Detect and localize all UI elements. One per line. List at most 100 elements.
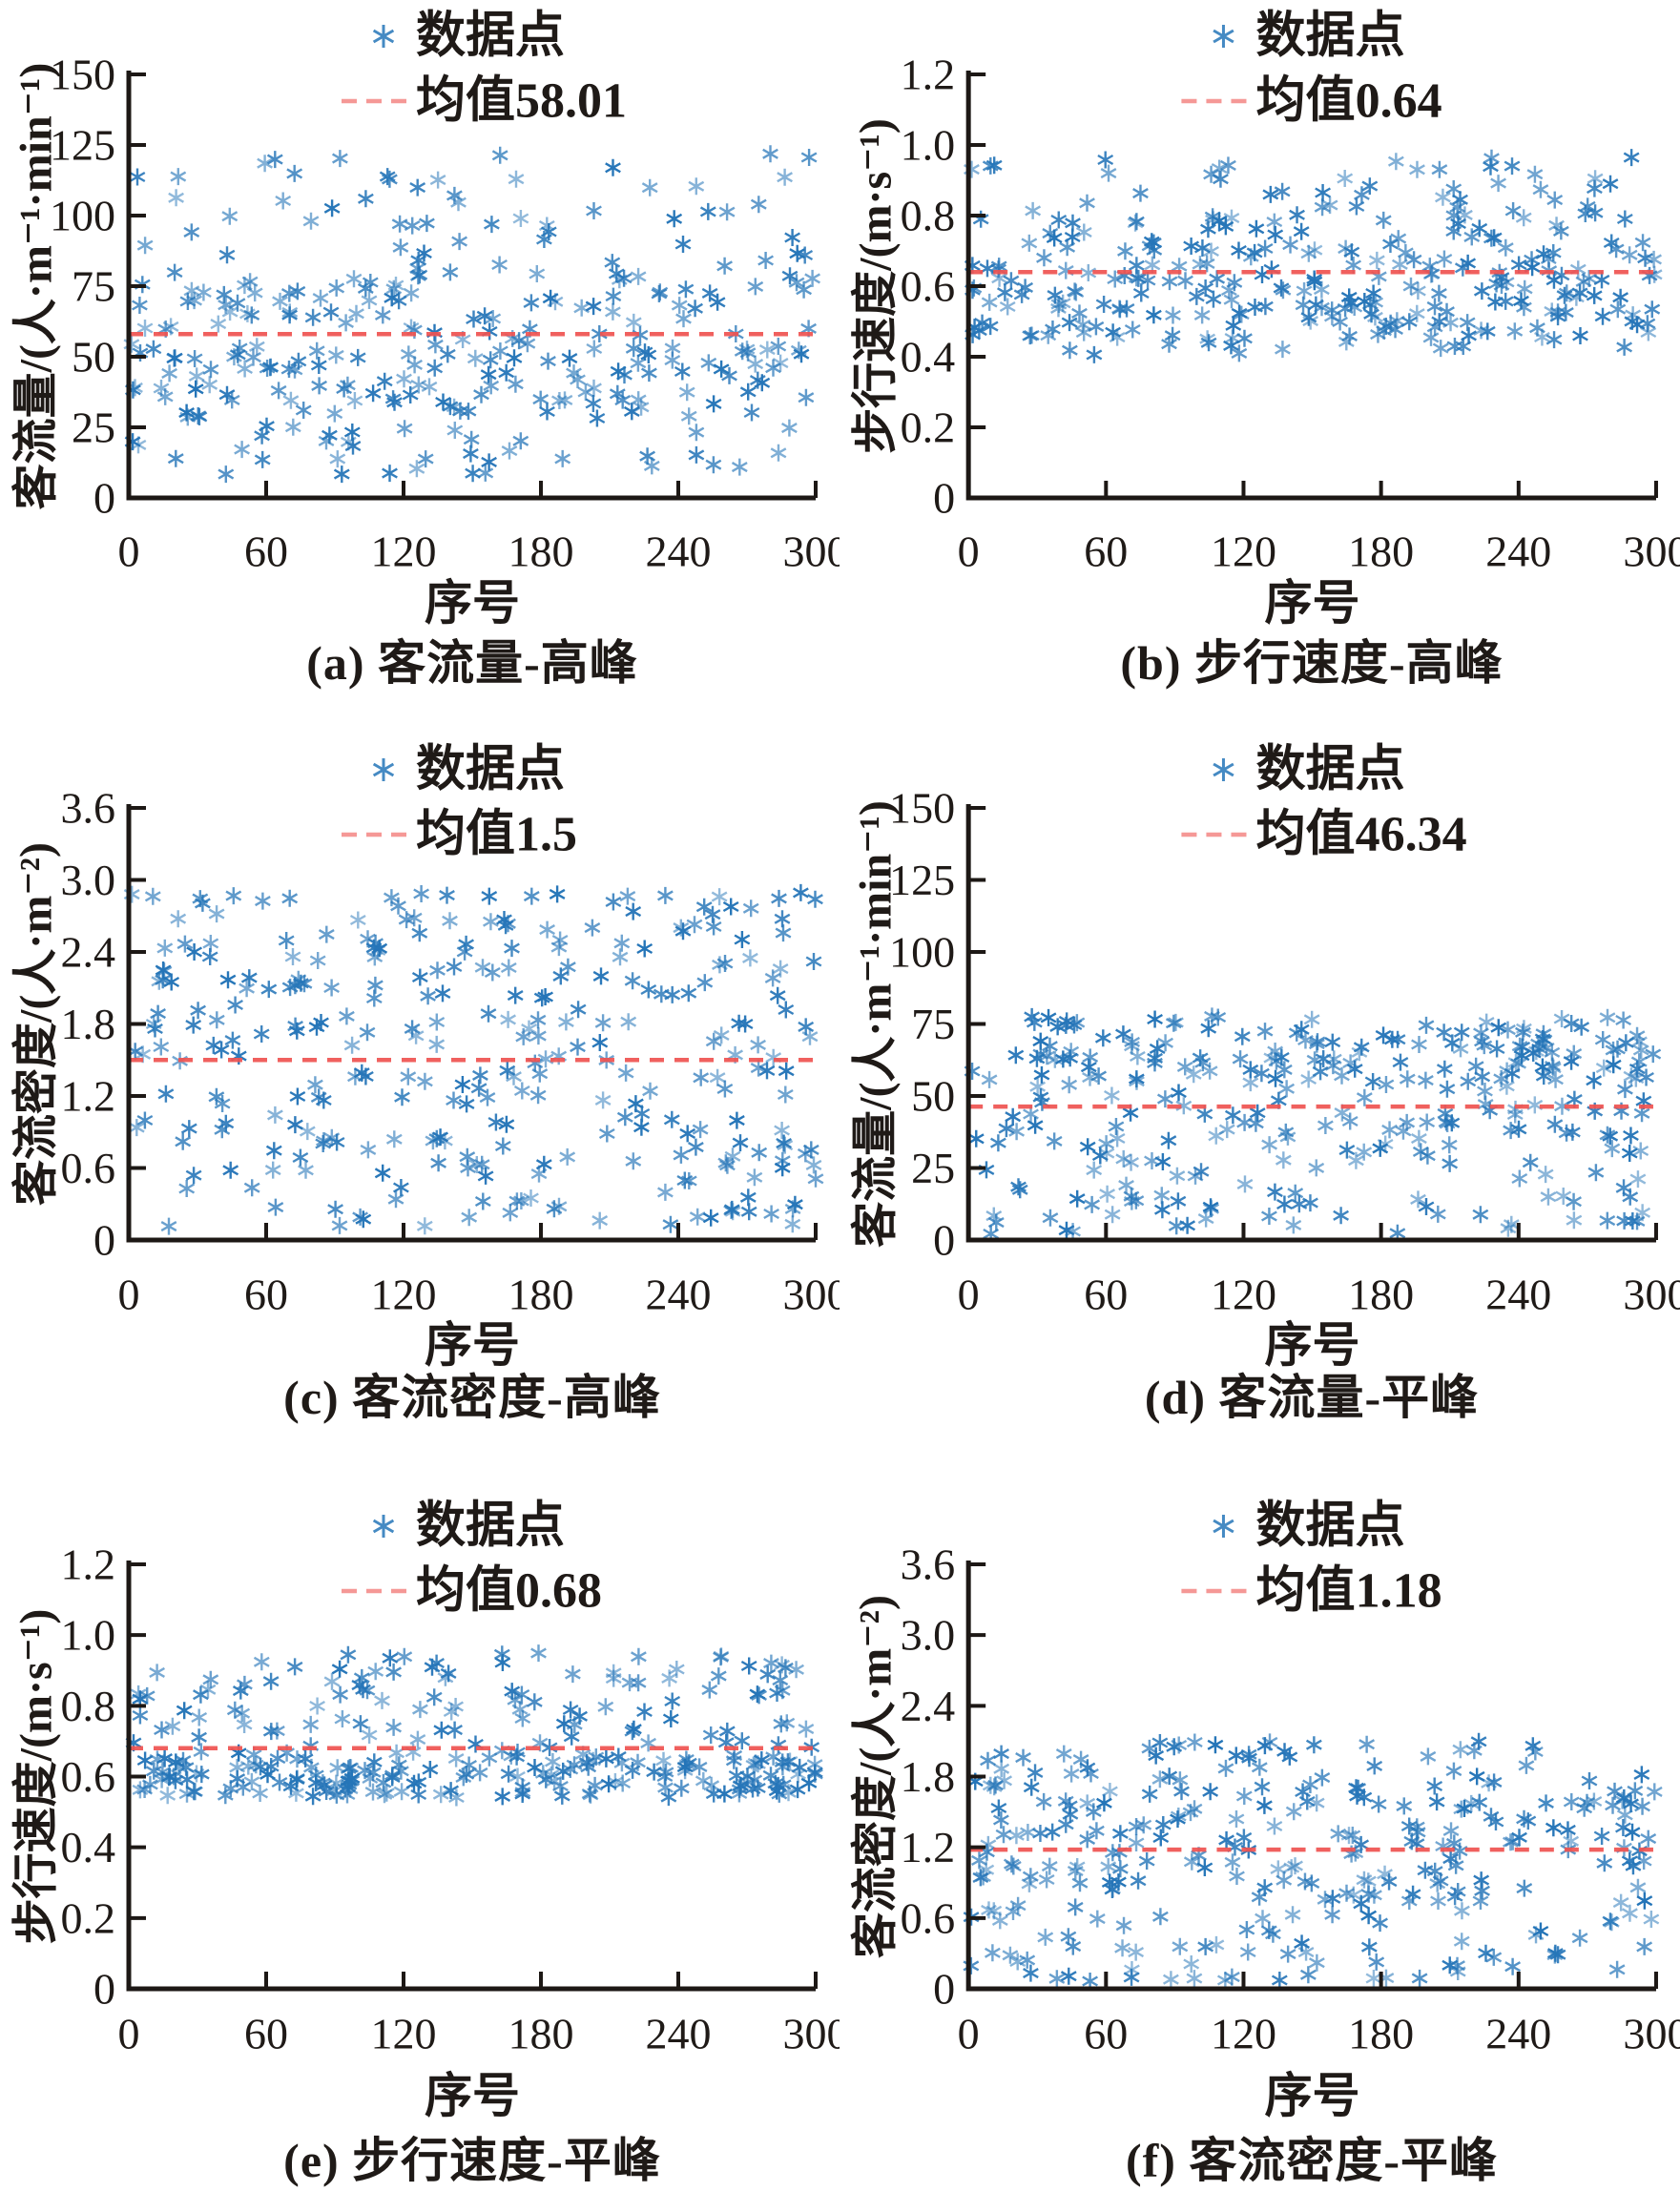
data-point-marker [1247, 299, 1263, 316]
data-point-marker [170, 910, 187, 928]
data-point-marker [731, 1014, 747, 1032]
axis-spines [965, 804, 1656, 1243]
data-point-marker [1315, 184, 1331, 201]
data-point-marker [625, 313, 642, 331]
data-point-marker [343, 1036, 361, 1054]
data-point-marker [693, 1068, 710, 1086]
data-point-marker [1527, 1926, 1545, 1944]
data-point-marker [154, 1770, 170, 1788]
data-point-marker [1172, 1937, 1189, 1955]
data-point-marker [589, 409, 606, 427]
data-point-marker [1005, 1107, 1022, 1126]
data-point-marker [216, 285, 233, 303]
data-point-marker [379, 168, 396, 186]
y-axis-tick-label: 1.2 [61, 1072, 116, 1121]
data-point-marker [1183, 1852, 1200, 1871]
data-point-marker [1289, 206, 1305, 224]
data-point-marker [671, 297, 688, 315]
data-point-marker [1333, 1207, 1350, 1225]
data-point-marker [458, 1766, 475, 1784]
data-point-marker [624, 1723, 641, 1741]
data-point-marker [265, 1142, 282, 1160]
data-point-marker [1201, 1062, 1218, 1080]
data-point-marker [1375, 1026, 1392, 1044]
data-point-marker [222, 1161, 239, 1179]
data-point-marker [597, 1698, 614, 1716]
data-point-marker [1004, 1855, 1020, 1873]
caption-text-a: (a) 客流量-高峰 [306, 636, 638, 690]
data-point-marker [963, 1956, 980, 1974]
data-point-marker [365, 1753, 383, 1771]
data-point-marker [426, 359, 444, 377]
data-point-marker [1075, 323, 1092, 341]
data-point-marker [361, 1726, 378, 1744]
data-point-marker [365, 989, 383, 1007]
data-point-marker [710, 1667, 727, 1685]
data-point-marker [700, 354, 717, 372]
data-point-marker [1260, 1922, 1277, 1939]
data-point-marker [416, 1217, 433, 1235]
data-point-marker [1368, 251, 1385, 269]
data-point-marker [1351, 1044, 1368, 1062]
data-point-marker [136, 237, 154, 255]
x-axis-label: 序号 [1265, 1318, 1360, 1372]
data-point-marker [424, 1658, 441, 1676]
data-point-marker [630, 354, 647, 372]
data-point-marker [673, 1146, 690, 1164]
data-point-marker [493, 1742, 510, 1760]
data-point-marker [1547, 1070, 1564, 1088]
data-point-marker [1546, 191, 1564, 209]
legend-data-point-marker-icon [372, 1515, 395, 1538]
data-point-marker [1015, 1748, 1031, 1767]
data-point-marker [471, 1764, 488, 1782]
data-point-marker [1266, 1817, 1283, 1835]
scatter-chart-e: 0 0.2 0.4 0.6 0.8 1.0 1.2 0 60 120 180 240 300 序号 步行速度… [11, 1499, 840, 2123]
legend-data-point-marker-icon [372, 758, 395, 781]
data-point-marker [719, 1156, 736, 1174]
data-point-marker [793, 345, 810, 363]
data-point-marker [465, 465, 481, 483]
data-point-marker [1400, 1892, 1418, 1910]
data-point-marker [1063, 1765, 1080, 1783]
data-point-marker [736, 1015, 754, 1033]
legend-data-points-label: 数据点 [1255, 742, 1404, 797]
data-point-marker [321, 426, 338, 444]
data-point-marker [1446, 1888, 1463, 1906]
data-point-marker [1017, 279, 1034, 297]
data-point-marker [500, 959, 517, 977]
data-point-marker [1472, 1206, 1489, 1224]
data-point-marker [1061, 341, 1078, 360]
data-point-marker [1254, 266, 1271, 283]
data-point-marker [388, 1744, 404, 1762]
data-point-marker [1109, 1129, 1126, 1147]
data-point-marker [1007, 1046, 1025, 1065]
data-point-marker [558, 1013, 574, 1031]
data-point-marker [1573, 1018, 1590, 1036]
data-point-marker [981, 1070, 998, 1088]
data-point-marker [329, 1759, 346, 1777]
data-point-marker [1485, 229, 1503, 247]
data-point-marker [1563, 1052, 1580, 1070]
data-point-marker [529, 1086, 547, 1105]
data-point-marker [1210, 1008, 1227, 1026]
data-point-marker [1275, 341, 1291, 359]
data-point-marker [153, 1038, 170, 1056]
data-point-marker [1064, 228, 1081, 246]
data-point-marker [1497, 292, 1514, 310]
data-point-marker [781, 419, 798, 437]
legend-data-point-marker-icon [1213, 25, 1234, 48]
data-point-marker [446, 1091, 462, 1109]
data-point-marker [772, 960, 789, 978]
data-point-marker [1450, 215, 1466, 233]
data-point-marker [1287, 1857, 1303, 1875]
data-point-marker [166, 263, 183, 281]
data-point-marker [586, 340, 603, 358]
data-point-marker [461, 1756, 477, 1774]
data-point-marker [473, 1155, 490, 1173]
data-point-marker [759, 1665, 777, 1684]
panel-c: 0 0.6 1.2 1.8 2.4 3.0 3.6 0 60 120 180 240 300 序号 客流密度… [0, 701, 840, 1426]
data-point-marker [1065, 1937, 1082, 1955]
data-point-marker [1084, 1195, 1101, 1213]
data-point-marker [1360, 1907, 1378, 1925]
data-point-marker [1306, 241, 1323, 259]
